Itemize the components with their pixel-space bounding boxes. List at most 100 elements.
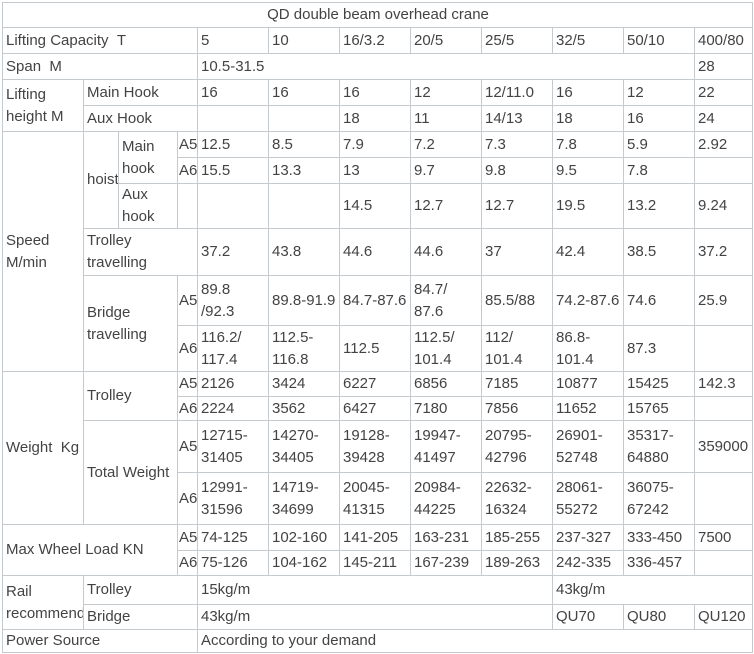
value-cell: 9.24 [694, 183, 753, 229]
value-cell: 7.3 [481, 131, 553, 158]
value-cell: 35317- 64880 [623, 420, 695, 473]
row-label-rail: Rail recommended [2, 575, 84, 630]
value-cell: 12/11.0 [481, 79, 553, 106]
sub-label-trolley-travelling: Trolley travelling [83, 228, 198, 276]
value-cell: 104-162 [268, 550, 340, 576]
hoist-main-a6-row: A6 15.5 13.3 13 9.7 9.8 9.5 7.8 [3, 157, 753, 184]
value-cell: 7.2 [410, 131, 482, 158]
value-cell: 75-126 [197, 550, 269, 576]
value-cell: 84.7-87.6 [339, 275, 411, 326]
grade-cell: A6 [177, 550, 198, 576]
row-label-weight: Weight Kg [2, 371, 84, 525]
value-cell: 7185 [481, 371, 553, 397]
main-hook-height-row: Lifting height M Main Hook 16 16 16 12 1… [2, 79, 753, 132]
trolley-travelling-row: Trolley travelling 37.2 43.8 44.6 44.6 3… [3, 228, 753, 276]
weight-trolley-a5-row: Weight Kg Trolley A5 2126 3424 6227 6856… [2, 371, 753, 525]
value-cell: 20/5 [410, 27, 482, 54]
value-cell: 19128- 39428 [339, 420, 411, 473]
value-cell: 7.8 [623, 157, 695, 184]
sub-label-total-weight: Total Weight [83, 420, 178, 525]
value-cell: 167-239 [410, 550, 482, 576]
row-label-lifting-capacity: Lifting Capacity T [2, 27, 198, 54]
row-label-span: Span M [2, 53, 198, 80]
value-cell: 74.2-87.6 [552, 275, 624, 326]
value-cell: 22632- 16324 [481, 472, 553, 525]
value-cell: 12715- 31405 [197, 420, 269, 473]
value-cell: 12.7 [481, 183, 553, 229]
value-cell: 86.8- 101.4 [552, 325, 624, 372]
value-cell: 89.8 /92.3 [197, 275, 269, 326]
value-cell: 8.5 [268, 131, 340, 158]
max-wheel-a6-row: A6 75-126 104-162 145-211 167-239 189-26… [3, 550, 753, 576]
grade-cell: A5 [177, 131, 198, 158]
value-cell: 28 [694, 53, 753, 80]
value-cell: 14719- 34699 [268, 472, 340, 525]
value-cell: 20045- 41315 [339, 472, 411, 525]
value-cell: 84.7/ 87.6 [410, 275, 482, 326]
value-cell: 112.5 [339, 325, 411, 372]
value-cell: 12991- 31596 [197, 472, 269, 525]
grade-cell: A5 [177, 371, 198, 397]
value-cell: 12 [623, 79, 695, 106]
value-cell [694, 550, 753, 576]
value-cell: 18 [552, 105, 624, 132]
value-cell: 13 [339, 157, 411, 184]
value-cell: 19.5 [552, 183, 624, 229]
value-cell: QU70 [552, 604, 624, 630]
value-cell: 16/3.2 [339, 27, 411, 54]
grade-cell: A5 [177, 524, 198, 551]
value-cell: 16 [552, 79, 624, 106]
value-cell: 24 [694, 105, 753, 132]
value-cell: 15kg/m [197, 575, 553, 605]
total-weight-a6-row: A6 12991- 31596 14719- 34699 20045- 4131… [3, 472, 753, 525]
value-cell: 11 [410, 105, 482, 132]
value-cell: 16 [197, 79, 269, 106]
value-cell: 37 [481, 228, 553, 276]
value-cell: QU80 [623, 604, 695, 630]
sub-label-weight-trolley: Trolley [83, 371, 178, 421]
value-cell: 7.8 [552, 131, 624, 158]
value-cell: 15765 [623, 396, 695, 421]
value-cell: 42.4 [552, 228, 624, 276]
value-cell: 359000 [694, 420, 753, 473]
value-cell: 25.9 [694, 275, 753, 326]
value-cell: 50/10 [623, 27, 695, 54]
value-cell: 237-327 [552, 524, 624, 551]
sub-label-main-hook-speed: Main hook [118, 131, 178, 184]
value-cell: 19947- 41497 [410, 420, 482, 473]
value-cell: 9.8 [481, 157, 553, 184]
value-cell: 333-450 [623, 524, 695, 551]
value-cell: 10 [268, 27, 340, 54]
value-cell: 5.9 [623, 131, 695, 158]
hoist-main-a5-row: Speed M/min hoist Main hook A5 12.5 8.5 … [2, 131, 753, 372]
value-cell: 189-263 [481, 550, 553, 576]
grade-cell: A6 [177, 157, 198, 184]
span-row: Span M 10.5-31.5 28 [2, 53, 753, 80]
row-label-power-source: Power Source [2, 629, 198, 653]
value-cell: 18 [339, 105, 411, 132]
value-cell: 185-255 [481, 524, 553, 551]
value-cell: 15.5 [197, 157, 269, 184]
aux-hook-height-row: Aux Hook 18 11 14/13 18 16 24 [3, 105, 753, 132]
grade-cell: A6 [177, 396, 198, 421]
value-cell: 9.7 [410, 157, 482, 184]
value-cell: 163-231 [410, 524, 482, 551]
value-cell: 25/5 [481, 27, 553, 54]
value-cell: 400/80 [694, 27, 753, 54]
lifting-capacity-row: Lifting Capacity T 5 10 16/3.2 20/5 25/5… [2, 27, 753, 54]
sub-label-aux-hook-speed: Aux hook [118, 183, 178, 229]
value-cell: 7500 [694, 524, 753, 551]
value-cell: 12.5 [197, 131, 269, 158]
value-cell: 16 [623, 105, 695, 132]
value-cell: 2.92 [694, 131, 753, 158]
bridge-a5-row: Bridge travelling A5 89.8 /92.3 89.8-91.… [3, 275, 753, 372]
value-cell: 20984- 44225 [410, 472, 482, 525]
value-cell: 37.2 [197, 228, 269, 276]
value-cell: 44.6 [339, 228, 411, 276]
value-cell: 12.7 [410, 183, 482, 229]
value-cell: 13.3 [268, 157, 340, 184]
value-cell: 5 [197, 27, 269, 54]
value-cell [694, 157, 753, 184]
value-cell: 87.3 [623, 325, 695, 372]
